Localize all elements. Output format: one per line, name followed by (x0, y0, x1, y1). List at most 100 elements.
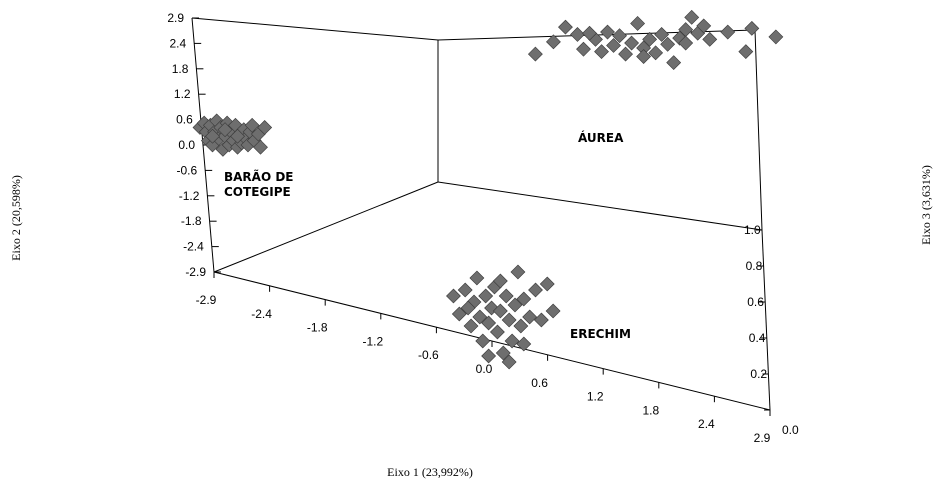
x-tick-label: 1.2 (587, 390, 604, 404)
group-label: ERECHIM (570, 327, 631, 341)
z-axis-label: Eixo 3 (3,631%) (919, 165, 933, 245)
y-tick-label: 1.8 (172, 62, 189, 76)
data-point (513, 318, 529, 334)
data-point (696, 18, 712, 34)
y-tick-label: 0.6 (176, 113, 193, 127)
data-point (648, 45, 664, 61)
x-tick-label: 0.6 (531, 376, 548, 390)
data-point (489, 324, 505, 340)
z-tick-label: 0.8 (746, 259, 763, 273)
y-tick-label: 2.9 (167, 11, 184, 25)
data-point (582, 25, 597, 41)
data-point (624, 35, 640, 51)
data-point (546, 34, 561, 50)
data-point (527, 46, 543, 62)
right-vertical-edge (754, 29, 763, 231)
z-tick-label: 0.0 (782, 423, 799, 437)
data-point (612, 28, 627, 44)
data-point (507, 297, 523, 313)
data-point (636, 49, 652, 64)
z-axis-ticks: 1.0 0.8 0.6 0.4 0.2 0.0 (744, 223, 799, 437)
data-point (702, 31, 718, 47)
y-tick-label: -0.6 (177, 163, 198, 177)
back-top-edge-left (191, 17, 439, 41)
data-point (630, 16, 646, 31)
data-point (501, 312, 517, 328)
x-tick-label: 2.9 (754, 431, 771, 445)
y-tick-label: -2.9 (185, 265, 206, 279)
data-point (205, 128, 220, 144)
data-point (576, 41, 591, 57)
data-point (510, 264, 526, 280)
data-point (533, 312, 549, 328)
data-point (642, 31, 658, 47)
data-point (528, 282, 543, 298)
floor-back-edge (437, 181, 763, 231)
data-point (744, 20, 760, 36)
data-point (498, 288, 514, 304)
data-point (460, 300, 476, 316)
x-tick-label: 2.4 (698, 417, 715, 431)
x-tick-label: -1.2 (362, 334, 383, 348)
data-point (469, 270, 485, 286)
data-point (516, 336, 532, 352)
x-tick-label: 1.8 (642, 403, 659, 417)
data-point (666, 55, 682, 71)
data-point (457, 282, 473, 298)
data-point (501, 354, 517, 370)
data-point (600, 24, 615, 40)
x-tick-label: -0.6 (418, 348, 439, 362)
x-tick-label: -1.8 (307, 321, 328, 335)
group-label: BARÃO DE COTEGIPE (224, 169, 294, 199)
y-tick-label: -1.8 (181, 214, 202, 228)
z-tick-label: 1.0 (744, 223, 761, 237)
data-point (618, 46, 634, 62)
y-tick-label: -2.4 (183, 240, 204, 254)
data-point (654, 27, 670, 42)
data-point (558, 19, 573, 35)
data-point (594, 44, 609, 60)
data-point (516, 291, 532, 307)
data-point (504, 333, 520, 349)
data-point (660, 36, 676, 52)
data-point (720, 24, 736, 40)
data-point (257, 120, 273, 135)
data-point (492, 303, 508, 319)
y-tick-label: 0.0 (178, 138, 195, 152)
data-point (481, 348, 497, 364)
x-axis-label: Eixo 1 (23,992%) (387, 465, 473, 479)
data-point (495, 345, 511, 361)
data-point (472, 309, 488, 325)
data-point (481, 315, 497, 331)
data-point (570, 27, 585, 42)
data-point (545, 303, 561, 319)
z-axis-line (761, 229, 771, 411)
data-point (684, 9, 700, 25)
z-tick-label: 0.2 (750, 367, 767, 381)
x-tick-label: -2.9 (196, 293, 217, 307)
data-point (217, 122, 233, 138)
data-point (768, 29, 784, 45)
data-point (244, 117, 260, 133)
data-point (678, 35, 694, 51)
data-point (253, 139, 268, 155)
x-axis-ticks: -2.9 -2.4 -1.8 -1.2 -0.6 0.0 0.6 1.2 1.8 2.4 2.9 (196, 272, 771, 445)
y-axis-ticks: 2.9 2.4 1.8 1.2 0.6 0.0 -0.6 -1.2 -1.8 -2.4 -2.9 (167, 11, 221, 279)
data-point (478, 288, 494, 304)
data-point (606, 38, 621, 53)
y-tick-label: 2.4 (170, 36, 187, 50)
y-tick-label: -1.2 (179, 189, 200, 203)
x-tick-label: 0.0 (476, 362, 493, 376)
data-point (738, 44, 754, 60)
data-point (463, 318, 479, 334)
y-tick-label: 1.2 (174, 87, 191, 101)
group-labels: BARÃO DE COTEGIPE ÁUREA ERECHIM (224, 130, 631, 341)
data-point (446, 288, 461, 304)
data-point (230, 128, 245, 144)
floor-left-edge (213, 181, 439, 273)
data-point (492, 273, 508, 289)
x-tick-label: -2.4 (251, 307, 272, 321)
data-point (475, 333, 491, 349)
data-point (451, 306, 467, 322)
y-axis-label: Eixo 2 (20,598%) (9, 175, 23, 261)
